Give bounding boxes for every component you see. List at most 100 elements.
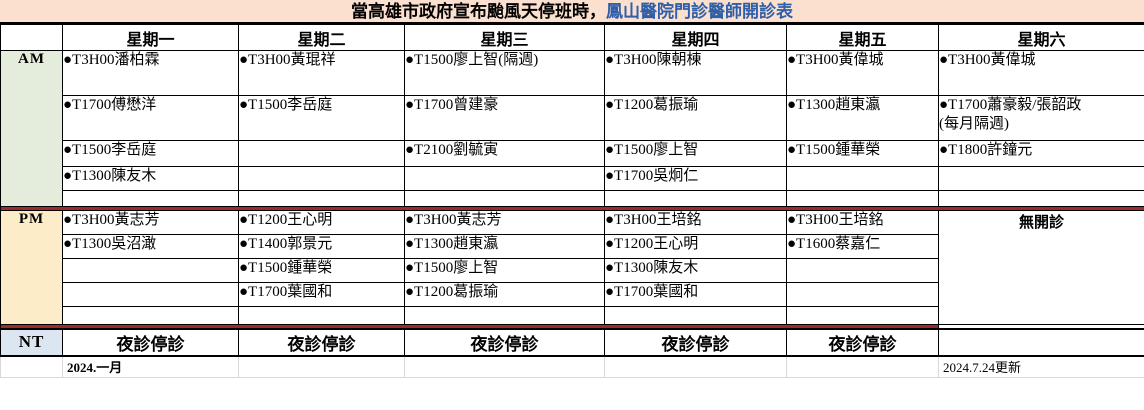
- pm-cell-tue-3: ●T1500鍾華榮: [238, 258, 405, 283]
- nt-cell-saturday: [938, 327, 1144, 357]
- am-cell-sat-1: ●T3H00黃偉城: [938, 50, 1144, 96]
- am-cell-tue-2: ●T1500李岳庭: [238, 95, 405, 141]
- am-cell-sat-2-line1: ●T1700蕭豪毅/張韶政: [939, 97, 1082, 113]
- am-cell-wed-3: ●T2100劉毓寅: [404, 140, 605, 167]
- am-cell-mon-5: [62, 190, 239, 207]
- am-cell-fri-1: ●T3H00黃偉城: [786, 50, 939, 96]
- pm-cell-fri-5: [786, 306, 939, 325]
- table-row: ●T1700葉國和 ●T1200葛振瑜 ●T1700葉國和: [1, 282, 1144, 307]
- am-cell-sat-5: [938, 190, 1144, 207]
- pm-cell-wed-1: ●T3H00黃志芳: [404, 210, 605, 235]
- am-cell-mon-2: ●T1700傅懋洋: [62, 95, 239, 141]
- footer-blank-1: [238, 355, 405, 378]
- am-cell-fri-4: [786, 166, 939, 191]
- am-cell-thu-1: ●T3H00陳朝棟: [604, 50, 787, 96]
- footer-month-note: 2024.一月: [62, 355, 239, 378]
- pm-cell-fri-3: [786, 258, 939, 283]
- title-banner: 當高雄市政府宣布颱風天停班時，鳳山醫院門診醫師開診表: [0, 0, 1144, 24]
- pm-cell-thu-4: ●T1700葉國和: [604, 282, 787, 307]
- footer-blank-4: [786, 355, 939, 378]
- section-label-pm: PM: [0, 210, 63, 325]
- nt-cell-monday: 夜診停診: [62, 327, 239, 357]
- footer-blank-3: [604, 355, 787, 378]
- header-corner-cell: [0, 24, 63, 51]
- am-cell-wed-2: ●T1700曾建豪: [404, 95, 605, 141]
- am-cell-tue-3: [238, 140, 405, 167]
- column-header-thursday: 星期四: [604, 24, 787, 51]
- pm-cell-thu-2: ●T1200王心明: [604, 234, 787, 259]
- am-cell-mon-1: ●T3H00潘柏霖: [62, 50, 239, 96]
- pm-cell-wed-5: [404, 306, 605, 325]
- nt-cell-tuesday: 夜診停診: [238, 327, 405, 357]
- table-row: ●T1300陳友木 ●T1700吳炯仁: [1, 166, 1144, 191]
- pm-cell-wed-4: ●T1200葛振瑜: [404, 282, 605, 307]
- pm-cell-thu-1: ●T3H00王培銘: [604, 210, 787, 235]
- footer-blank-2: [404, 355, 605, 378]
- column-header-wednesday: 星期三: [404, 24, 605, 51]
- pm-cell-mon-3: [62, 258, 239, 283]
- footer-row: 2024.一月 2024.7.24更新: [0, 355, 1144, 378]
- pm-cell-fri-2: ●T1600蔡嘉仁: [786, 234, 939, 259]
- nt-cell-friday: 夜診停診: [786, 327, 939, 357]
- am-cell-mon-4: ●T1300陳友木: [62, 166, 239, 191]
- am-cell-thu-5: [604, 190, 787, 207]
- pm-cell-mon-1: ●T3H00黃志芳: [62, 210, 239, 235]
- pm-cell-mon-4: [62, 282, 239, 307]
- am-cell-tue-5: [238, 190, 405, 207]
- pm-cell-tue-4: ●T1700葉國和: [238, 282, 405, 307]
- table-row: [1, 190, 1144, 207]
- pm-cell-tue-1: ●T1200王心明: [238, 210, 405, 235]
- table-row: ●T1300吳沼澉 ●T1400郭景元 ●T1300趙東瀛 ●T1200王心明 …: [1, 234, 1144, 259]
- page-title: 當高雄市政府宣布颱風天停班時，鳳山醫院門診醫師開診表: [351, 3, 793, 20]
- column-header-monday: 星期一: [62, 24, 239, 51]
- am-cell-wed-5: [404, 190, 605, 207]
- am-cell-wed-4: [404, 166, 605, 191]
- am-cell-fri-5: [786, 190, 939, 207]
- footer-corner: [0, 355, 63, 378]
- table-row: ●T1700傅懋洋 ●T1500李岳庭 ●T1700曾建豪 ●T1200葛振瑜 …: [1, 95, 1144, 141]
- am-cell-sat-3: ●T1800許鐘元: [938, 140, 1144, 167]
- am-cell-tue-1: ●T3H00黃琨祥: [238, 50, 405, 96]
- pm-cell-mon-5: [62, 306, 239, 325]
- pm-cell-wed-3: ●T1500廖上智: [404, 258, 605, 283]
- pm-cell-mon-2: ●T1300吳沼澉: [62, 234, 239, 259]
- am-cell-wed-1: ●T1500廖上智(隔週): [404, 50, 605, 96]
- page-title-highlight: 鳳山醫院門診醫師開診表: [606, 1, 793, 21]
- am-cell-thu-2: ●T1200葛振瑜: [604, 95, 787, 141]
- column-header-saturday: 星期六: [938, 24, 1144, 51]
- pm-cell-tue-5: [238, 306, 405, 325]
- am-cell-fri-3: ●T1500鍾華榮: [786, 140, 939, 167]
- table-row: PM ●T3H00黃志芳 ●T1200王心明 ●T3H00黃志芳 ●T3H00王…: [0, 210, 1144, 325]
- table-row: NT 夜診停診 夜診停診 夜診停診 夜診停診 夜診停診: [0, 327, 1144, 357]
- am-cell-sat-2: ●T1700蕭豪毅/張韶政 (每月隔週): [938, 95, 1144, 141]
- am-cell-sat-4: [938, 166, 1144, 191]
- pm-cell-tue-2: ●T1400郭景元: [238, 234, 405, 259]
- pm-cell-thu-5: [604, 306, 787, 325]
- table-row: ●T1500李岳庭 ●T2100劉毓寅 ●T1500廖上智 ●T1500鍾華榮 …: [1, 140, 1144, 167]
- am-cell-fri-2: ●T1300趙東瀛: [786, 95, 939, 141]
- pm-cell-thu-3: ●T1300陳友木: [604, 258, 787, 283]
- nt-cell-thursday: 夜診停診: [604, 327, 787, 357]
- nt-cell-wednesday: 夜診停診: [404, 327, 605, 357]
- pm-cell-fri-4: [786, 282, 939, 307]
- am-cell-tue-4: [238, 166, 405, 191]
- table-header-row: 星期一 星期二 星期三 星期四 星期五 星期六: [0, 24, 1144, 51]
- footer-update-note: 2024.7.24更新: [938, 355, 1144, 378]
- column-header-tuesday: 星期二: [238, 24, 405, 51]
- section-label-nt: NT: [0, 327, 63, 357]
- am-cell-thu-3: ●T1500廖上智: [604, 140, 787, 167]
- am-cell-sat-2-line2: (每月隔週): [939, 115, 1009, 132]
- table-row: AM ●T3H00潘柏霖 ●T3H00黃琨祥 ●T1500廖上智(隔週) ●T3…: [0, 50, 1144, 207]
- pm-cell-wed-2: ●T1300趙東瀛: [404, 234, 605, 259]
- page-title-prefix: 當高雄市政府宣布颱風天停班時，: [351, 1, 606, 21]
- table-row: ●T1500鍾華榮 ●T1500廖上智 ●T1300陳友木: [1, 258, 1144, 283]
- pm-cell-saturday-no-clinic: 無開診: [938, 210, 1144, 325]
- table-row: [1, 306, 1144, 325]
- am-cell-thu-4: ●T1700吳炯仁: [604, 166, 787, 191]
- section-label-am: AM: [0, 50, 63, 207]
- pm-cell-fri-1: ●T3H00王培銘: [786, 210, 939, 235]
- column-header-friday: 星期五: [786, 24, 939, 51]
- schedule-table: 星期一 星期二 星期三 星期四 星期五 星期六 AM ●T3H00潘柏霖 ●T3…: [0, 24, 1144, 378]
- am-cell-mon-3: ●T1500李岳庭: [62, 140, 239, 167]
